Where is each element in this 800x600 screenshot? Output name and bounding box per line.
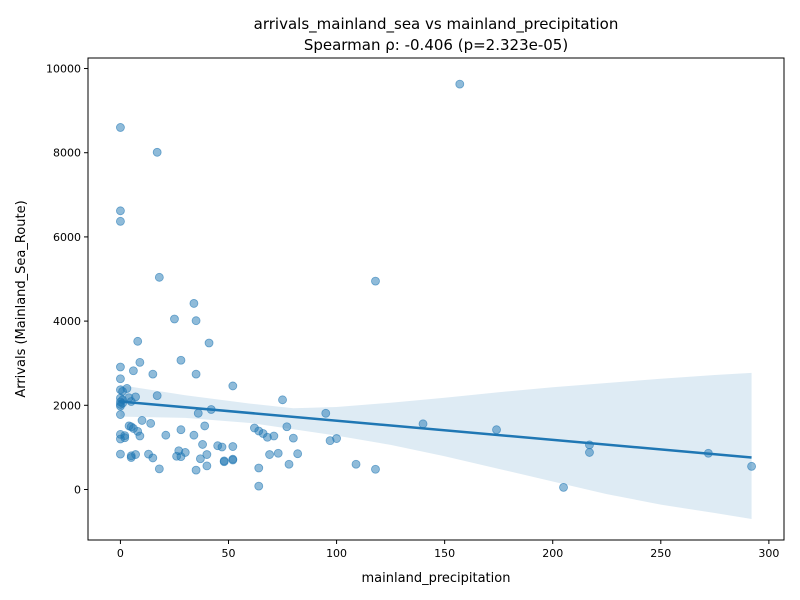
data-point (273, 448, 283, 458)
data-point (193, 408, 203, 418)
data-point (321, 408, 331, 418)
data-point (191, 369, 201, 379)
data-point (217, 442, 227, 452)
data-point (116, 374, 125, 384)
x-tick-label: 300 (758, 547, 779, 560)
data-point (228, 455, 238, 465)
data-point (293, 449, 303, 459)
data-point (133, 336, 143, 346)
data-point (116, 216, 125, 226)
data-point (116, 123, 125, 132)
data-points (116, 79, 756, 492)
data-point (492, 425, 501, 435)
data-point (146, 418, 156, 428)
data-point (200, 421, 210, 431)
data-point (371, 464, 380, 474)
x-tick-label: 250 (650, 547, 671, 560)
y-tick-label: 2000 (53, 399, 81, 412)
data-point (176, 452, 186, 462)
data-point (282, 422, 292, 432)
plot-area-frame (87, 57, 785, 541)
x-tick-label: 100 (326, 547, 347, 560)
data-point (585, 448, 594, 457)
data-point (135, 431, 145, 441)
data-point (195, 454, 205, 464)
data-point (170, 314, 179, 324)
data-point (284, 459, 294, 469)
data-point (455, 79, 465, 89)
y-tick-label: 4000 (53, 315, 81, 328)
data-point (254, 463, 264, 473)
y-tick-label: 8000 (53, 147, 81, 160)
data-point (418, 419, 428, 429)
data-point (263, 432, 272, 442)
data-point (189, 299, 199, 308)
data-point (148, 369, 158, 379)
y-axis-label: Arrivals (Mainland_Sea_Route) (14, 200, 29, 397)
data-point (148, 453, 158, 463)
data-point (198, 440, 207, 449)
data-point (288, 433, 298, 443)
chart-title: arrivals_mainland_sea vs mainland_precip… (254, 15, 619, 34)
data-point (135, 357, 145, 367)
data-point (228, 442, 238, 451)
data-point (176, 425, 186, 435)
data-point (191, 316, 201, 326)
x-tick-label: 0 (117, 547, 124, 560)
y-tick-label: 6000 (53, 231, 81, 244)
data-point (559, 482, 568, 492)
y-tick-label: 0 (74, 483, 81, 496)
data-point (154, 272, 164, 282)
x-tick-label: 50 (221, 547, 235, 560)
data-point (202, 461, 212, 471)
data-point (116, 362, 125, 372)
data-point (152, 147, 162, 157)
data-point (161, 430, 171, 440)
data-point (371, 276, 380, 286)
data-point (126, 453, 136, 462)
data-point (254, 481, 264, 491)
confidence-band (120, 372, 752, 519)
regression-line-path (120, 400, 752, 459)
data-point (204, 338, 214, 348)
regression-line (120, 400, 752, 459)
data-point (116, 206, 125, 216)
data-point (154, 464, 164, 474)
data-point (116, 449, 125, 459)
data-point (747, 461, 756, 471)
data-point (176, 355, 186, 365)
y-tick-label: 10000 (46, 63, 81, 76)
data-point (219, 457, 229, 467)
data-point (116, 401, 125, 411)
chart-subtitle: Spearman ρ: -0.406 (p=2.323e-05) (304, 36, 568, 54)
data-point (189, 430, 199, 440)
data-point (128, 366, 138, 376)
data-point (191, 465, 201, 475)
data-point (265, 450, 274, 459)
data-point (152, 391, 162, 401)
data-point (325, 436, 335, 446)
data-point (202, 450, 212, 459)
x-tick-label: 150 (434, 547, 455, 560)
x-tick-label: 200 (542, 547, 563, 560)
data-point (116, 434, 125, 444)
x-axis-ticks: 0 50 100 150 200 250 300 (117, 540, 779, 560)
x-axis-label: mainland_precipitation (362, 571, 511, 586)
data-point (278, 395, 287, 405)
data-point (351, 459, 361, 469)
data-point (137, 416, 147, 425)
confidence-band-area (120, 372, 752, 519)
data-point (116, 410, 125, 419)
data-point (228, 381, 238, 391)
y-axis-ticks: 0 2000 4000 6000 8000 10000 (46, 63, 88, 496)
